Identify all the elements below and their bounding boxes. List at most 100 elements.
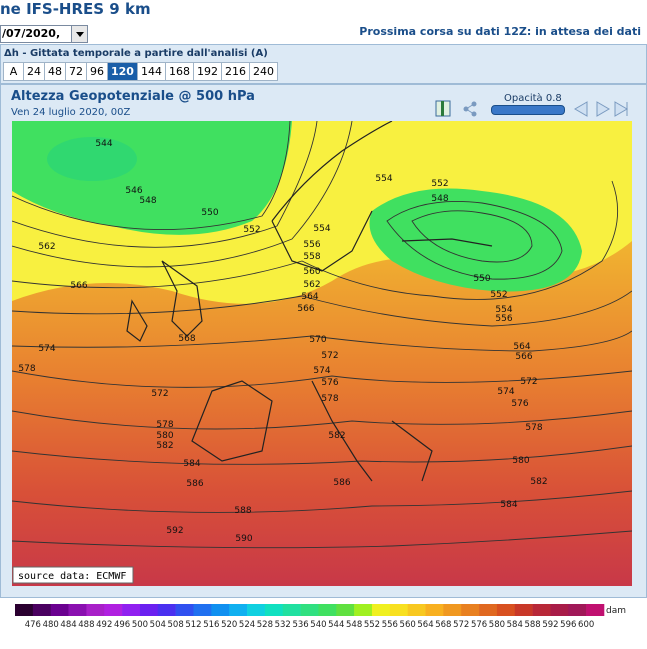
contour-label: 556 bbox=[495, 314, 512, 324]
colorbar-label: 584 bbox=[507, 620, 523, 630]
colorbar: 476 480 484 488 492 496 500 504 508 512 516 520 524 5… bbox=[15, 604, 626, 630]
colorbar-label: 512 bbox=[185, 620, 201, 630]
source-label: source data: ECMWF bbox=[18, 571, 126, 582]
contour-label: 568 bbox=[178, 334, 195, 344]
contour-label: 564 bbox=[513, 342, 530, 352]
contour-label: 556 bbox=[303, 240, 320, 250]
contour-label: 576 bbox=[511, 399, 528, 409]
dropdown-arrow[interactable] bbox=[71, 26, 87, 42]
range-tab[interactable]: 24 bbox=[23, 62, 45, 81]
colorbar-swatch bbox=[122, 604, 141, 616]
contour-label: 562 bbox=[303, 280, 320, 290]
contour-label: 550 bbox=[201, 208, 218, 218]
colorbar-swatch bbox=[229, 604, 248, 616]
range-tab[interactable]: 216 bbox=[220, 62, 250, 81]
colorbar-label: 488 bbox=[78, 620, 94, 630]
colorbar-swatch bbox=[336, 604, 355, 616]
colorbar-swatch bbox=[568, 604, 587, 616]
contour-label: 548 bbox=[431, 194, 448, 204]
contour-label: 552 bbox=[431, 179, 448, 189]
range-tab[interactable]: A bbox=[3, 62, 24, 81]
colorbar-swatch bbox=[139, 604, 159, 616]
colorbar-label: 484 bbox=[60, 620, 76, 630]
contour-label: 562 bbox=[38, 242, 55, 252]
colorbar-swatch bbox=[211, 604, 230, 616]
nav bbox=[574, 101, 628, 117]
range-tab[interactable]: 144 bbox=[136, 62, 166, 81]
colorbar-swatch bbox=[443, 604, 462, 616]
contour-label: 554 bbox=[495, 305, 512, 315]
colorbar-label: 588 bbox=[524, 620, 540, 630]
contour-label: 586 bbox=[186, 479, 203, 489]
opacity-label: Opacità 0.8 bbox=[504, 93, 562, 104]
colorbar-swatch bbox=[300, 604, 319, 616]
contour-label: 580 bbox=[156, 431, 173, 441]
contour-label: 554 bbox=[313, 224, 330, 234]
colorbar-swatch bbox=[32, 604, 51, 616]
colorbar-swatch bbox=[586, 604, 605, 616]
contour-label: 558 bbox=[303, 252, 320, 262]
colorbar-swatch bbox=[318, 604, 337, 616]
colorbar-label: 496 bbox=[114, 620, 130, 630]
range-tab[interactable]: 72 bbox=[65, 62, 87, 81]
opacity-slider[interactable] bbox=[491, 105, 565, 115]
contour-label: 582 bbox=[530, 477, 547, 487]
range-tab[interactable]: 120 bbox=[107, 62, 138, 81]
colorbar-label: 600 bbox=[578, 620, 594, 630]
run-select[interactable]: /07/2020, 00Z bbox=[0, 25, 88, 56]
colorbar-label: 576 bbox=[471, 620, 487, 630]
contour-label: 584 bbox=[183, 459, 200, 469]
contour-labels: 5445465485505525625665745785685725785805… bbox=[18, 139, 547, 544]
contour-label: 550 bbox=[473, 274, 490, 284]
contour-label: 570 bbox=[309, 335, 326, 345]
contour-label: 572 bbox=[151, 389, 168, 399]
range-tab[interactable]: 192 bbox=[192, 62, 222, 81]
colorbar-label: 508 bbox=[168, 620, 184, 630]
contour-label: 574 bbox=[497, 387, 514, 397]
colorbar-label: 476 bbox=[25, 620, 41, 630]
app-title: ne IFS-HRES 9 km bbox=[0, 0, 151, 18]
contour-label: 572 bbox=[520, 377, 537, 387]
colorbar-label: 532 bbox=[275, 620, 291, 630]
next-run-note: Prossima corsa su dati 12Z: in attesa de… bbox=[359, 25, 641, 38]
contour-label: 578 bbox=[321, 394, 338, 404]
range-label: Δh - Gittata temporale a partire dall'an… bbox=[4, 48, 268, 59]
contour-label: 582 bbox=[156, 441, 173, 451]
tools bbox=[435, 100, 477, 117]
contour-label: 578 bbox=[18, 364, 35, 374]
icon bbox=[465, 103, 475, 115]
contour-label: 576 bbox=[321, 378, 338, 388]
contour-label: 544 bbox=[95, 139, 112, 149]
contour-label: 552 bbox=[243, 225, 260, 235]
contour-label: 572 bbox=[321, 351, 338, 361]
range-tab[interactable]: 96 bbox=[86, 62, 108, 81]
colorbar-label: 544 bbox=[328, 620, 344, 630]
colorbar-swatch bbox=[532, 604, 551, 616]
contour-label: 586 bbox=[333, 478, 350, 488]
colorbar-swatch bbox=[247, 604, 266, 616]
colorbar-swatch bbox=[68, 604, 87, 616]
range-tab[interactable]: 240 bbox=[248, 62, 278, 81]
colorbar-swatch bbox=[264, 604, 284, 616]
contour-label: 548 bbox=[139, 196, 156, 206]
colorbar-label: 568 bbox=[435, 620, 451, 630]
contour-label: 574 bbox=[313, 366, 330, 376]
contour-label: 574 bbox=[38, 344, 55, 354]
range-tab[interactable]: 48 bbox=[44, 62, 66, 81]
prev-button[interactable] bbox=[574, 101, 588, 117]
range-tab[interactable]: 168 bbox=[164, 62, 194, 81]
icon bbox=[441, 101, 444, 116]
colorbar-swatch bbox=[479, 604, 498, 616]
colorbar-swatch bbox=[407, 604, 426, 616]
colorbar-label: 580 bbox=[489, 620, 505, 630]
contour-label: 566 bbox=[70, 281, 87, 291]
low-core bbox=[47, 137, 137, 181]
contour-label: 564 bbox=[301, 292, 318, 302]
contour-label: 590 bbox=[235, 534, 252, 544]
colorbar-swatch bbox=[157, 604, 176, 616]
colorbar-label: 536 bbox=[292, 620, 308, 630]
play-button[interactable] bbox=[596, 101, 610, 117]
colorbar-swatch bbox=[175, 604, 194, 616]
next-button[interactable] bbox=[614, 101, 628, 117]
